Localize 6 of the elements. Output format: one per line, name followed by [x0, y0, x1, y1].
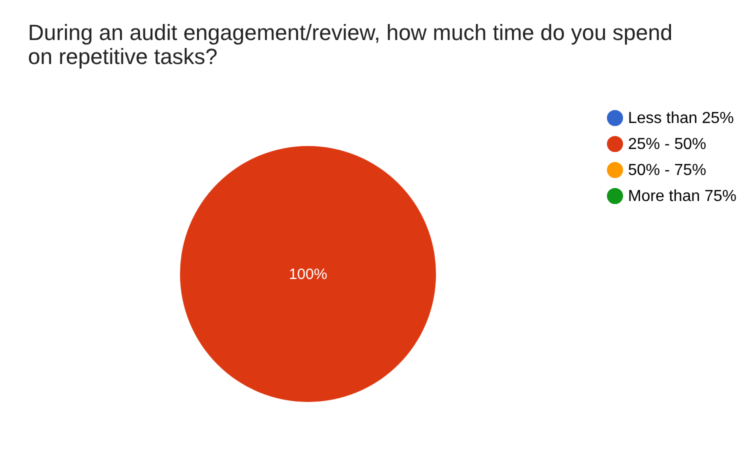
- data-label: 100%: [288, 266, 328, 283]
- legend-label: 25% - 50%: [628, 136, 706, 153]
- legend-label: Less than 25%: [628, 110, 734, 127]
- chart-title: During an audit engagement/review, how much time do you spend on repetitive tasks?: [28, 20, 672, 69]
- legend-label: More than 75%: [628, 188, 737, 205]
- legend-label: 50% - 75%: [628, 162, 706, 179]
